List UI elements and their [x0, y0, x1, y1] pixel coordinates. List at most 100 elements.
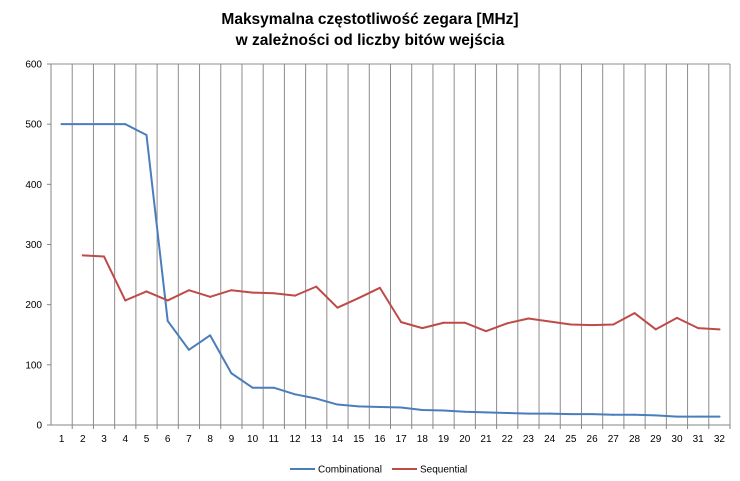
x-tick-label: 9 — [229, 434, 235, 445]
y-tick-label: 100 — [25, 360, 42, 371]
y-tick-label: 400 — [25, 180, 42, 191]
data-point — [124, 299, 127, 302]
x-tick-label: 13 — [311, 434, 323, 445]
x-tick-label: 28 — [629, 434, 641, 445]
series-sequential — [81, 254, 721, 333]
x-tick-label: 24 — [544, 434, 556, 445]
data-point — [103, 123, 106, 126]
data-point — [294, 294, 297, 297]
series-line — [60, 123, 721, 418]
legend: Combinational Sequential — [290, 465, 467, 476]
x-tick-label: 31 — [693, 434, 705, 445]
data-point — [484, 330, 487, 333]
data-point — [400, 406, 403, 409]
series-combinational — [60, 123, 721, 418]
data-point — [187, 348, 190, 351]
data-point — [124, 123, 127, 126]
data-point — [145, 290, 148, 293]
legend-item-combinational: Combinational — [290, 465, 382, 476]
data-point — [103, 255, 106, 258]
data-point — [718, 415, 721, 418]
data-point — [548, 412, 551, 415]
data-point — [654, 328, 657, 331]
data-point — [612, 413, 615, 416]
x-tick-label: 30 — [671, 434, 683, 445]
data-point — [81, 254, 84, 257]
x-tick-label: 17 — [396, 434, 408, 445]
data-point — [272, 386, 275, 389]
data-point — [633, 312, 636, 315]
data-point — [421, 408, 424, 411]
data-point — [569, 413, 572, 416]
chart-title-line-2: w zależności od liczby bitów wejścia — [235, 32, 505, 49]
data-point — [145, 133, 148, 136]
x-tick-label: 22 — [502, 434, 514, 445]
data-point — [421, 327, 424, 330]
data-point — [378, 286, 381, 289]
x-tick-label: 6 — [165, 434, 171, 445]
chart-title: Maksymalna częstotliwość zegara [MHz] w … — [221, 11, 518, 49]
data-point — [315, 397, 318, 400]
x-tick-label: 7 — [186, 434, 192, 445]
data-point — [591, 413, 594, 416]
x-tick-label: 23 — [523, 434, 535, 445]
data-point — [697, 415, 700, 418]
data-point — [591, 324, 594, 327]
data-point — [187, 289, 190, 292]
data-point — [548, 320, 551, 323]
x-tick-label: 1 — [59, 434, 65, 445]
x-tick-label: 32 — [714, 434, 726, 445]
data-point — [81, 123, 84, 126]
x-tick-label: 12 — [289, 434, 301, 445]
x-tick-label: 27 — [608, 434, 620, 445]
x-tick-label: 8 — [207, 434, 213, 445]
data-point — [166, 299, 169, 302]
data-point — [230, 289, 233, 292]
data-point — [378, 405, 381, 408]
data-point — [357, 405, 360, 408]
x-tick-label: 16 — [374, 434, 386, 445]
data-point — [463, 410, 466, 413]
data-point — [654, 414, 657, 417]
chart-title-line-1: Maksymalna częstotliwość zegara [MHz] — [221, 11, 518, 28]
x-tick-label: 15 — [353, 434, 365, 445]
y-tick-label: 500 — [25, 120, 42, 131]
x-tick-label: 2 — [80, 434, 86, 445]
data-point — [336, 306, 339, 309]
data-point — [527, 317, 530, 320]
data-point — [675, 316, 678, 319]
data-point — [569, 323, 572, 326]
data-point — [166, 319, 169, 322]
legend-label: Sequential — [420, 465, 467, 476]
y-tick-label: 300 — [25, 240, 42, 251]
data-point — [506, 411, 509, 414]
data-point — [675, 415, 678, 418]
data-point — [697, 327, 700, 330]
y-tick-label: 0 — [36, 421, 42, 432]
data-point — [209, 334, 212, 337]
data-point — [294, 393, 297, 396]
data-point — [718, 328, 721, 331]
data-point — [612, 323, 615, 326]
data-point — [463, 321, 466, 324]
data-point — [336, 403, 339, 406]
data-point — [209, 295, 212, 298]
data-point — [357, 297, 360, 300]
data-point — [442, 409, 445, 412]
x-tick-label: 26 — [587, 434, 599, 445]
x-tick-label: 25 — [565, 434, 577, 445]
data-point — [527, 412, 530, 415]
data-point — [251, 291, 254, 294]
data-point — [506, 322, 509, 325]
x-tick-label: 14 — [332, 434, 344, 445]
data-point — [60, 123, 63, 126]
x-tick-label: 5 — [144, 434, 150, 445]
data-point — [442, 321, 445, 324]
x-tick-label: 11 — [269, 434, 280, 445]
data-point — [251, 386, 254, 389]
data-point — [230, 372, 233, 375]
data-point — [272, 292, 275, 295]
legend-label: Combinational — [318, 465, 382, 476]
